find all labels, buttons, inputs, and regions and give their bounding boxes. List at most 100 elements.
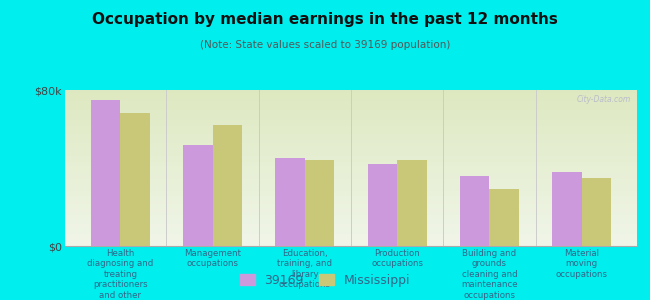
Bar	[65, 182, 637, 184]
Bar	[65, 210, 637, 212]
Bar	[65, 116, 637, 118]
Bar	[65, 151, 637, 152]
Bar	[65, 238, 637, 240]
Bar	[65, 109, 637, 110]
Bar	[65, 134, 637, 135]
Bar	[65, 132, 637, 134]
Bar	[65, 237, 637, 238]
Bar	[65, 181, 637, 182]
Bar	[65, 142, 637, 143]
Bar	[65, 215, 637, 216]
Bar	[65, 113, 637, 115]
Bar	[91, 100, 120, 246]
Text: Education,
training, and
library
occupations: Education, training, and library occupat…	[278, 249, 332, 289]
Bar	[65, 101, 637, 103]
Bar	[65, 118, 637, 120]
Bar	[65, 106, 637, 107]
Bar	[65, 232, 637, 233]
Bar	[305, 160, 334, 246]
Bar	[65, 98, 637, 99]
Bar	[65, 162, 637, 163]
Bar	[65, 121, 637, 123]
Bar	[65, 140, 637, 142]
Bar	[65, 163, 637, 165]
Bar	[65, 112, 637, 113]
Bar	[65, 188, 637, 190]
Bar	[397, 160, 426, 246]
Bar	[65, 129, 637, 130]
Text: (Note: State values scaled to 39169 population): (Note: State values scaled to 39169 popu…	[200, 40, 450, 50]
Bar	[213, 125, 242, 246]
Bar	[65, 224, 637, 226]
Bar	[65, 152, 637, 154]
Text: City-Data.com: City-Data.com	[577, 95, 631, 104]
Bar	[65, 176, 637, 177]
Bar	[65, 179, 637, 181]
Bar	[65, 157, 637, 159]
Bar	[65, 135, 637, 137]
Bar	[65, 103, 637, 104]
Bar	[65, 115, 637, 116]
Bar	[65, 212, 637, 213]
Bar	[65, 123, 637, 124]
Bar	[489, 190, 519, 246]
Bar	[65, 93, 637, 95]
Bar	[65, 154, 637, 155]
Bar	[65, 128, 637, 129]
Bar	[368, 164, 397, 246]
Bar	[65, 159, 637, 160]
Bar	[65, 148, 637, 149]
Text: Production
occupations: Production occupations	[371, 249, 423, 268]
Text: Management
occupations: Management occupations	[184, 249, 241, 268]
Bar	[65, 120, 637, 121]
Bar	[65, 165, 637, 166]
Bar	[65, 207, 637, 208]
Bar	[65, 126, 637, 128]
Bar	[65, 216, 637, 218]
Bar	[65, 194, 637, 196]
Bar	[65, 196, 637, 198]
Bar	[65, 235, 637, 237]
Bar	[65, 177, 637, 179]
Bar	[65, 99, 637, 101]
Bar	[65, 146, 637, 148]
Bar	[65, 143, 637, 145]
Bar	[65, 187, 637, 188]
Bar	[65, 213, 637, 215]
Text: Material
moving
occupations: Material moving occupations	[556, 249, 608, 279]
Bar	[65, 244, 637, 246]
Bar	[65, 168, 637, 170]
Legend: 39169, Mississippi: 39169, Mississippi	[236, 270, 414, 291]
Bar	[65, 202, 637, 204]
Bar	[120, 113, 150, 246]
Text: Health
diagnosing and
treating
practitioners
and other
technical
occupations: Health diagnosing and treating practitio…	[87, 249, 153, 300]
Bar	[65, 149, 637, 151]
Bar	[65, 174, 637, 176]
Bar	[65, 230, 637, 232]
Bar	[65, 110, 637, 112]
Bar	[65, 233, 637, 235]
Bar	[65, 95, 637, 96]
Bar	[65, 226, 637, 227]
Bar	[65, 193, 637, 194]
Bar	[65, 184, 637, 185]
Bar	[65, 107, 637, 109]
Bar	[65, 190, 637, 191]
Bar	[65, 240, 637, 241]
Bar	[65, 130, 637, 132]
Text: Occupation by median earnings in the past 12 months: Occupation by median earnings in the pas…	[92, 12, 558, 27]
Bar	[65, 218, 637, 220]
Bar	[65, 243, 637, 244]
Bar	[65, 201, 637, 202]
Bar	[65, 198, 637, 199]
Bar	[460, 176, 489, 246]
Bar	[65, 191, 637, 193]
Bar	[65, 155, 637, 157]
Bar	[65, 138, 637, 140]
Bar	[276, 158, 305, 246]
Bar	[65, 137, 637, 138]
Bar	[582, 178, 611, 246]
Bar	[65, 229, 637, 230]
Bar	[65, 223, 637, 224]
Bar	[65, 160, 637, 162]
